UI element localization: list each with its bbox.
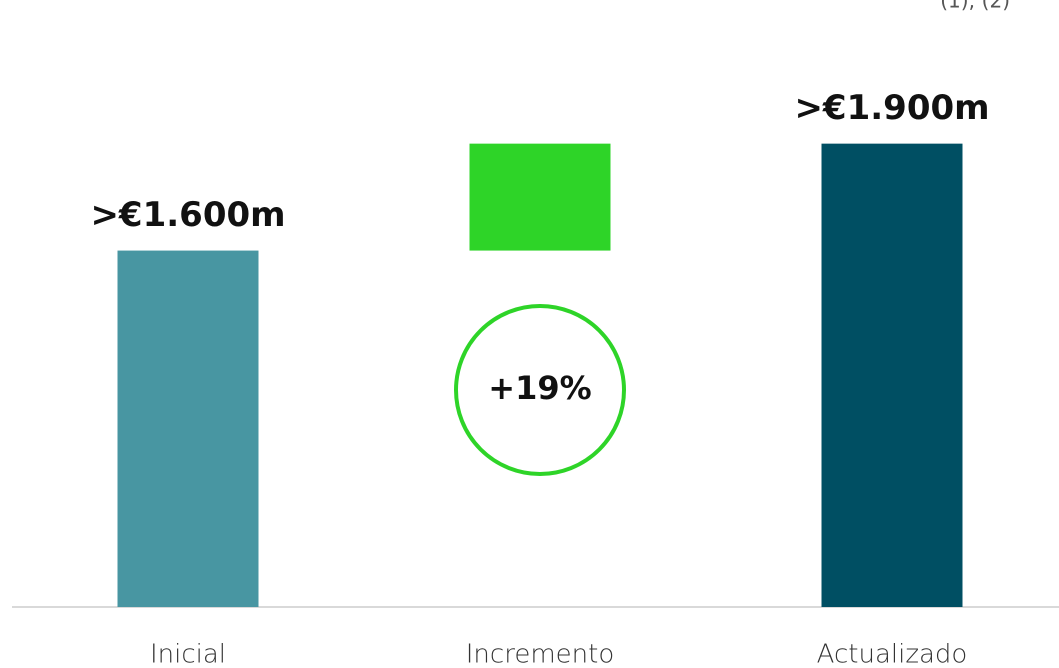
bar — [469, 143, 611, 251]
x-tick-label: Inicial — [150, 640, 226, 668]
annotation: +19% — [488, 369, 591, 407]
bar — [821, 143, 963, 607]
annotation-ring — [454, 304, 626, 476]
value-label: >€1.600m — [90, 195, 285, 235]
x-tick-label: Incremento — [466, 640, 614, 668]
footnote: (1); (2) — [940, 0, 1010, 13]
bar — [117, 250, 259, 608]
value-label: >€1.900m — [794, 88, 989, 128]
x-tick-label: Actualizado — [817, 640, 968, 668]
